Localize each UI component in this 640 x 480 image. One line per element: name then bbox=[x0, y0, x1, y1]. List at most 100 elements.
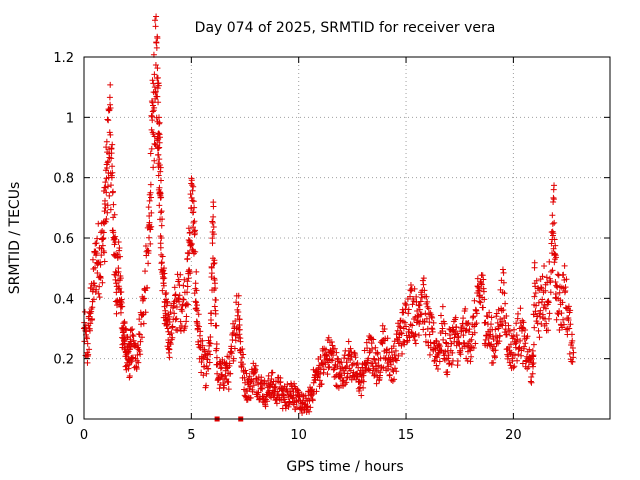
data-point bbox=[155, 130, 162, 137]
data-point bbox=[145, 260, 152, 267]
data-point bbox=[494, 319, 501, 326]
data-point bbox=[381, 325, 388, 332]
data-point bbox=[242, 367, 249, 374]
data-point bbox=[146, 212, 153, 219]
data-point bbox=[428, 313, 435, 320]
data-point bbox=[228, 350, 235, 357]
data-point bbox=[162, 312, 169, 319]
data-point bbox=[277, 378, 284, 385]
data-point bbox=[119, 341, 126, 348]
data-point bbox=[225, 386, 232, 393]
data-point bbox=[456, 341, 463, 348]
data-point bbox=[530, 352, 537, 359]
data-point bbox=[366, 367, 373, 374]
data-point bbox=[119, 303, 126, 310]
data-point bbox=[385, 363, 392, 370]
data-point bbox=[532, 289, 539, 296]
data-point bbox=[209, 218, 216, 225]
data-point bbox=[565, 316, 572, 323]
data-point bbox=[106, 192, 113, 199]
data-point bbox=[278, 397, 285, 404]
data-point bbox=[151, 84, 158, 91]
data-point bbox=[172, 291, 179, 298]
data-point bbox=[401, 319, 408, 326]
data-point bbox=[152, 88, 159, 95]
data-point bbox=[148, 209, 155, 216]
data-point bbox=[493, 313, 500, 320]
data-point bbox=[547, 277, 554, 284]
data-point bbox=[93, 240, 100, 247]
data-point bbox=[345, 338, 352, 345]
data-point bbox=[505, 322, 512, 329]
data-point bbox=[487, 342, 494, 349]
data-point bbox=[458, 324, 465, 331]
data-point bbox=[419, 277, 426, 284]
data-point bbox=[545, 327, 552, 334]
data-point bbox=[476, 298, 483, 305]
data-point bbox=[425, 305, 432, 312]
data-point bbox=[316, 377, 323, 384]
data-point bbox=[480, 304, 487, 311]
data-point bbox=[520, 345, 527, 352]
data-point bbox=[347, 357, 354, 364]
data-point bbox=[436, 358, 443, 365]
data-point bbox=[392, 347, 399, 354]
data-point bbox=[177, 271, 184, 278]
data-point bbox=[105, 174, 112, 181]
data-point bbox=[517, 337, 524, 344]
data-point bbox=[167, 309, 174, 316]
x-axis-label: GPS time / hours bbox=[286, 459, 403, 475]
data-point bbox=[533, 277, 540, 284]
data-point bbox=[522, 340, 529, 347]
data-point bbox=[108, 155, 115, 162]
data-point bbox=[390, 343, 397, 350]
data-point bbox=[135, 330, 142, 337]
data-point bbox=[188, 205, 195, 212]
data-point bbox=[313, 388, 320, 395]
data-point bbox=[223, 375, 230, 382]
data-point bbox=[147, 150, 154, 157]
data-point bbox=[569, 337, 576, 344]
data-point bbox=[181, 276, 188, 283]
data-point bbox=[98, 236, 105, 243]
data-point bbox=[331, 345, 338, 352]
data-point bbox=[137, 338, 144, 345]
data-point bbox=[166, 354, 173, 361]
data-point bbox=[546, 258, 553, 265]
data-point bbox=[400, 309, 407, 316]
data-point bbox=[565, 303, 572, 310]
data-point bbox=[207, 333, 214, 340]
data-point bbox=[544, 298, 551, 305]
data-point bbox=[183, 300, 190, 307]
y-tick-label: 1 bbox=[66, 111, 74, 126]
data-point bbox=[244, 388, 251, 395]
data-point bbox=[269, 369, 276, 376]
data-point bbox=[127, 338, 134, 345]
data-point bbox=[399, 350, 406, 357]
data-point bbox=[173, 315, 180, 322]
data-point bbox=[91, 280, 98, 287]
data-point bbox=[329, 342, 336, 349]
data-point bbox=[411, 333, 418, 340]
data-point bbox=[190, 198, 197, 205]
data-point bbox=[85, 351, 92, 358]
data-point bbox=[545, 299, 552, 306]
data-point bbox=[503, 331, 510, 338]
data-point bbox=[213, 354, 220, 361]
data-point bbox=[422, 331, 429, 338]
data-point bbox=[173, 304, 180, 311]
data-point bbox=[140, 295, 147, 302]
data-point bbox=[167, 339, 174, 346]
data-point bbox=[105, 117, 112, 124]
data-point bbox=[148, 112, 155, 119]
data-point bbox=[193, 287, 200, 294]
data-point bbox=[157, 164, 164, 171]
data-point bbox=[106, 94, 113, 101]
data-point bbox=[181, 289, 188, 296]
data-point bbox=[107, 182, 114, 189]
data-point bbox=[500, 279, 507, 286]
data-point bbox=[429, 328, 436, 335]
data-point bbox=[162, 291, 169, 298]
data-point bbox=[347, 345, 354, 352]
data-point bbox=[209, 240, 216, 247]
